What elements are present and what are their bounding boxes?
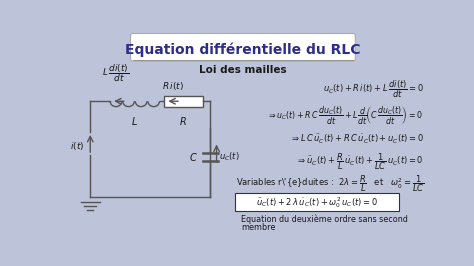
- Text: $L$: $L$: [131, 115, 138, 127]
- Text: $C$: $C$: [189, 151, 198, 163]
- Text: $\Rightarrow \ddot{u}_C(t) + \dfrac{R}{L}\,\dot{u}_C(t) + \dfrac{1}{LC}\,u_C(t) : $\Rightarrow \ddot{u}_C(t) + \dfrac{R}{L…: [296, 151, 423, 172]
- Text: $i(t)$: $i(t)$: [70, 140, 84, 152]
- Text: $\ddot{u}_C(t) + 2\,\lambda\,\dot{u}_C(t) + \omega_0^2\,u_C(t) = 0$: $\ddot{u}_C(t) + 2\,\lambda\,\dot{u}_C(t…: [256, 195, 378, 210]
- Text: $R$: $R$: [179, 115, 187, 127]
- Bar: [164, 96, 202, 107]
- Text: Variables r\'{e}duites :  $2\lambda = \dfrac{R}{L}$   et   $\omega_0^2 = \dfrac{: Variables r\'{e}duites : $2\lambda = \df…: [236, 173, 425, 194]
- FancyBboxPatch shape: [235, 193, 400, 211]
- Text: Equation du deuxième ordre sans second: Equation du deuxième ordre sans second: [241, 214, 408, 224]
- Text: membre: membre: [241, 223, 276, 232]
- Text: $R\,i(t)$: $R\,i(t)$: [162, 80, 184, 92]
- Text: $L\,\dfrac{di(t)}{dt}$: $L\,\dfrac{di(t)}{dt}$: [102, 63, 129, 84]
- Text: $\Rightarrow L\,C\,\ddot{u}_C(t) + R\,C\,\dot{u}_C(t) + u_C(t) = 0$: $\Rightarrow L\,C\,\ddot{u}_C(t) + R\,C\…: [290, 133, 423, 146]
- Text: Equation différentielle du RLC: Equation différentielle du RLC: [125, 42, 361, 57]
- Text: $u_C(t)$: $u_C(t)$: [219, 151, 240, 163]
- FancyBboxPatch shape: [130, 34, 356, 61]
- Text: $\Rightarrow u_C(t) + R\,C\,\dfrac{du_C(t)}{dt} + L\,\dfrac{d}{dt}\!\left(C\,\df: $\Rightarrow u_C(t) + R\,C\,\dfrac{du_C(…: [267, 104, 423, 126]
- Text: $u_C(t) + R\,i(t) + L\,\dfrac{di(t)}{dt} = 0$: $u_C(t) + R\,i(t) + L\,\dfrac{di(t)}{dt}…: [323, 79, 423, 101]
- Text: Loi des mailles: Loi des mailles: [199, 65, 287, 76]
